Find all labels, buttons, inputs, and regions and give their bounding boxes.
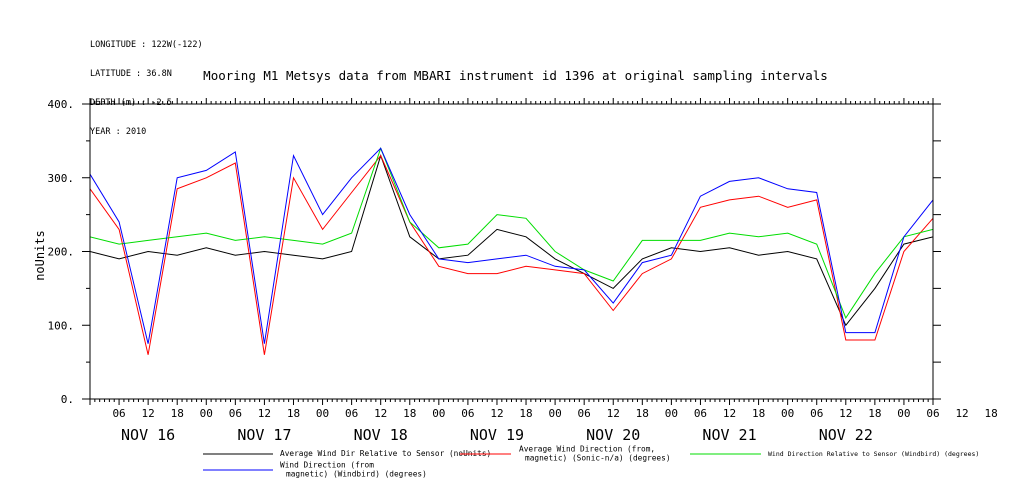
y-tick-label: 200. [48, 246, 75, 259]
chart-title: Mooring M1 Metsys data from MBARI instru… [203, 68, 828, 83]
x-tick-label: 18 [403, 407, 416, 420]
x-tick-label: 00 [200, 407, 213, 420]
x-tick-label: 00 [432, 407, 445, 420]
legend-label-4: magnetic) (Windbird) (degrees) [286, 470, 427, 479]
x-tick-label: 12 [955, 407, 968, 420]
legend-label-3: Wind Direction Relative to Sensor (Windb… [768, 450, 979, 458]
series-line-4 [90, 147, 933, 344]
longitude-label: LONGITUDE : 122W(-122) [90, 40, 203, 51]
x-tick-label: 06 [578, 407, 591, 420]
x-tick-label: 12 [490, 407, 503, 420]
x-tick-label: 06 [461, 407, 474, 420]
x-tick-label: 00 [897, 407, 910, 420]
y-axis-label: noUnits [33, 230, 47, 281]
x-day-label: NOV 18 [354, 426, 408, 444]
x-tick-label: 12 [723, 407, 736, 420]
x-day-label: NOV 21 [702, 426, 756, 444]
y-tick-label: 100. [48, 319, 75, 332]
series-line-3 [90, 146, 933, 319]
x-tick-label: 06 [229, 407, 242, 420]
legend-label-1: Average Wind Dir Relative to Sensor (noU… [280, 449, 491, 458]
year-label: YEAR : 2010 [90, 126, 147, 137]
x-tick-label: 12 [839, 407, 852, 420]
x-tick-label: 06 [345, 407, 358, 420]
x-tick-label: 18 [171, 407, 184, 420]
series-line-1 [90, 154, 933, 327]
x-tick-label: 12 [142, 407, 155, 420]
x-tick-label: 06 [810, 407, 823, 420]
x-tick-label: 00 [665, 407, 678, 420]
x-tick-label: 00 [548, 407, 561, 420]
series-line-2 [90, 154, 933, 355]
plot-frame [89, 103, 934, 400]
x-day-label: NOV 20 [586, 426, 640, 444]
x-tick-label: 00 [781, 407, 794, 420]
x-tick-label: 18 [868, 407, 881, 420]
x-tick-label: 12 [374, 407, 387, 420]
x-day-label: NOV 19 [470, 426, 524, 444]
x-tick-label: 00 [316, 407, 329, 420]
y-tick-label: 300. [48, 172, 75, 185]
x-tick-label: 12 [258, 407, 271, 420]
y-tick-label: 400. [48, 98, 75, 111]
x-day-label: NOV 22 [819, 426, 873, 444]
x-tick-label: 12 [607, 407, 620, 420]
x-tick-label: 18 [287, 407, 300, 420]
x-tick-label: 06 [926, 407, 939, 420]
x-tick-label: 18 [985, 407, 998, 420]
x-tick-label: 06 [694, 407, 707, 420]
x-tick-label: 18 [519, 407, 532, 420]
x-day-label: NOV 17 [237, 426, 291, 444]
x-day-label: NOV 16 [121, 426, 175, 444]
legend-label-4: Wind Direction (from [280, 461, 374, 470]
legend-label-2: Average Wind Direction (from, [519, 445, 655, 454]
x-tick-label: 18 [636, 407, 649, 420]
x-tick-label: 06 [112, 407, 125, 420]
y-tick-label: 0. [61, 393, 74, 406]
legend-label-2: magnetic) (Sonic-n/a) (degrees) [525, 454, 671, 463]
x-tick-label: 18 [752, 407, 765, 420]
latitude-label: LATITUDE : 36.8N [90, 68, 172, 79]
